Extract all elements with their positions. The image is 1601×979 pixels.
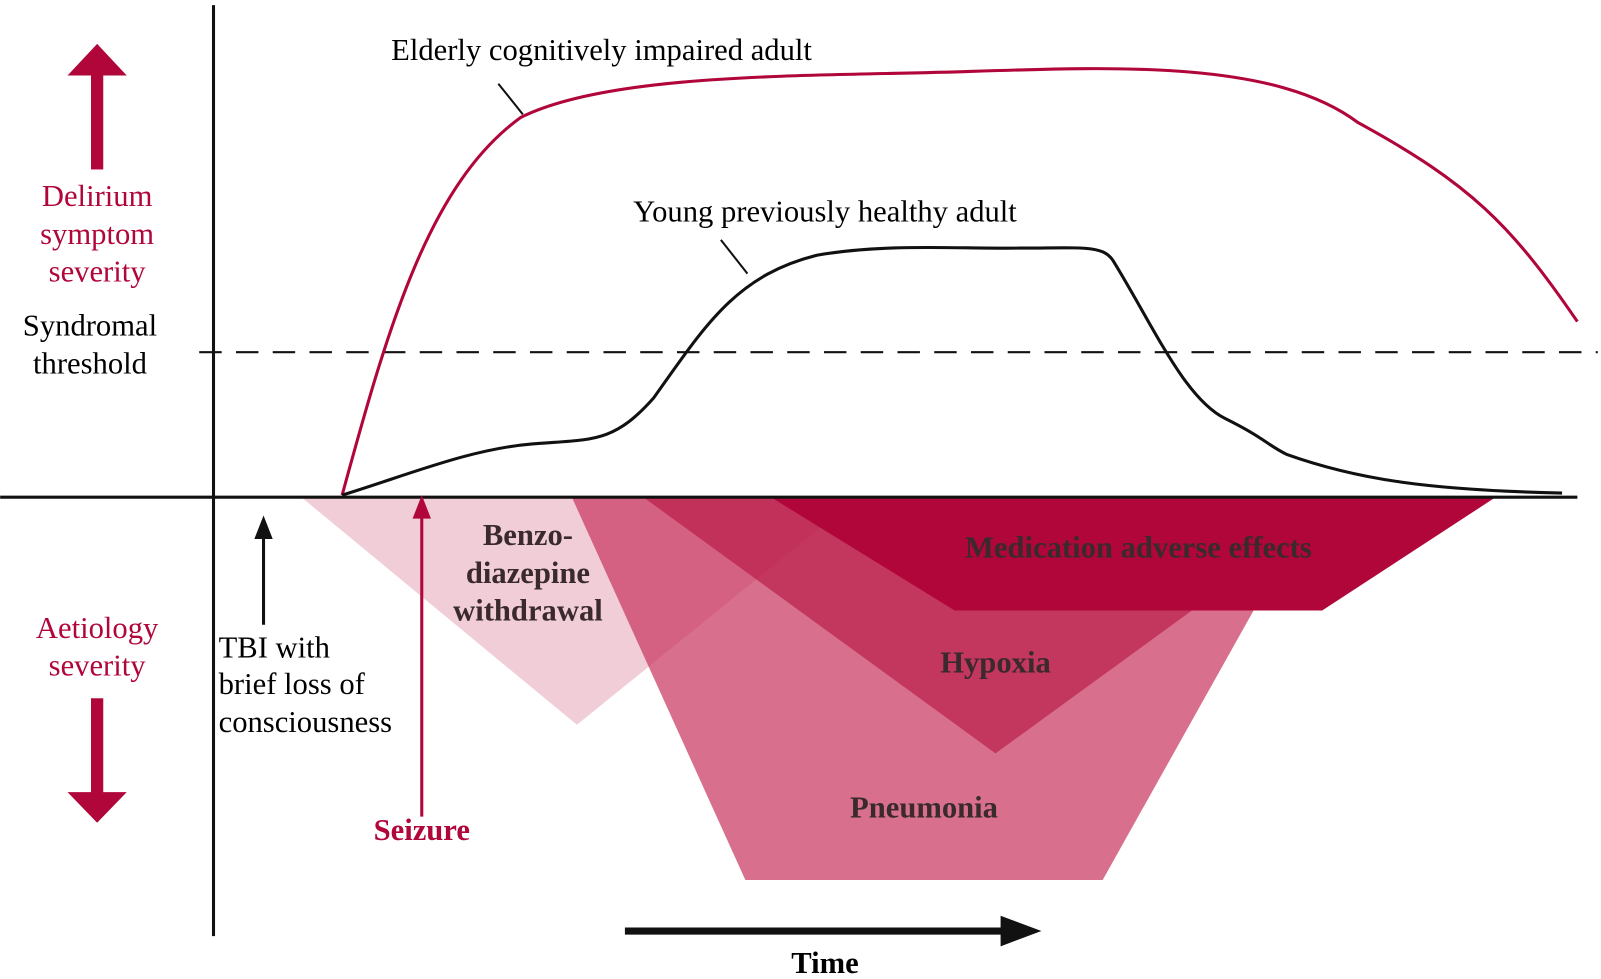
- label: threshold: [33, 347, 147, 381]
- event-label: Seizure: [374, 813, 470, 847]
- elderly-curve: [340, 67, 1579, 496]
- aetiology-label: diazepine: [466, 556, 590, 590]
- down-arrow-head: [67, 792, 127, 823]
- up-arrow-head: [67, 43, 127, 76]
- curve-label: Elderly cognitively impaired adult: [391, 33, 812, 67]
- time-arrow-head: [1000, 915, 1042, 947]
- leader-line: [720, 239, 749, 275]
- event-label: consciousness: [219, 705, 392, 739]
- aetiology-label: Benzo-: [483, 518, 573, 552]
- down-arrow: [91, 698, 104, 794]
- aetiology-label: Medication adverse effects: [965, 530, 1312, 564]
- event-label: TBI with: [219, 630, 330, 664]
- seizure-arrow-head: [412, 495, 431, 519]
- label: Syndromal: [23, 309, 157, 343]
- event-label: brief loss of: [219, 667, 366, 701]
- aetiology-label: Pneumonia: [850, 791, 998, 825]
- label: symptom: [40, 217, 154, 251]
- label: Delirium: [42, 179, 153, 213]
- aetiology-label: withdrawal: [453, 594, 603, 628]
- tbi-arrow-head: [254, 515, 273, 540]
- label: severity: [49, 649, 147, 683]
- leader-line: [497, 83, 524, 115]
- label: Aetiology: [36, 611, 159, 645]
- label: severity: [49, 255, 147, 289]
- aetiology-label: Hypoxia: [940, 646, 1051, 680]
- curve-label: Young previously healthy adult: [633, 194, 1017, 228]
- up-arrow: [91, 73, 104, 170]
- young-curve: [341, 245, 1563, 497]
- medication-shape: [770, 497, 1496, 611]
- x-label: Time: [791, 946, 858, 979]
